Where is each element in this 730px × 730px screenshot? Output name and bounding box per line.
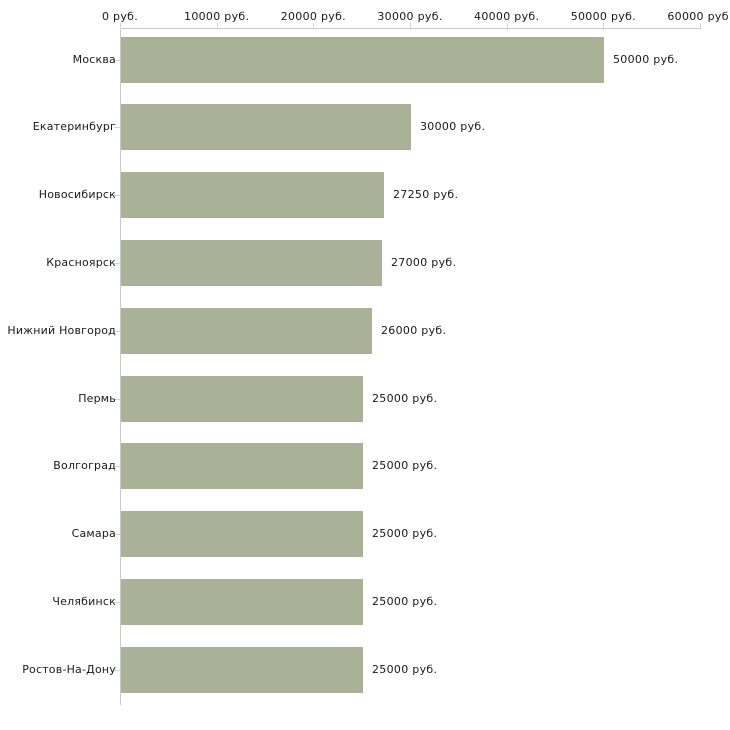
y-axis-tick-mark <box>114 670 120 671</box>
x-axis-tick-mark <box>217 23 218 30</box>
bar-2 <box>121 172 384 218</box>
x-axis-tick-label: 50000 руб. <box>570 10 636 23</box>
value-label: 25000 руб. <box>372 595 438 608</box>
x-axis-tick-mark <box>603 23 604 30</box>
value-label: 25000 руб. <box>372 663 438 676</box>
x-axis-tick-label: 60000 руб. <box>667 10 730 23</box>
value-label: 25000 руб. <box>372 527 438 540</box>
bar-5 <box>121 376 363 422</box>
category-label: Пермь <box>78 392 116 405</box>
value-label: 26000 руб. <box>381 324 447 337</box>
x-axis-tick-mark <box>410 23 411 30</box>
category-label: Челябинск <box>52 595 116 608</box>
category-label: Красноярск <box>46 256 116 269</box>
y-axis-tick-mark <box>114 466 120 467</box>
value-label: 27250 руб. <box>393 188 459 201</box>
category-label: Екатеринбург <box>32 120 116 133</box>
x-axis-tick-label: 20000 руб. <box>280 10 346 23</box>
y-axis-tick-mark <box>114 399 120 400</box>
y-axis-tick-mark <box>114 331 120 332</box>
bar-9 <box>121 647 363 693</box>
x-axis-tick-label: 40000 руб. <box>474 10 540 23</box>
y-axis-tick-mark <box>114 602 120 603</box>
bar-7 <box>121 511 363 557</box>
value-label: 25000 руб. <box>372 392 438 405</box>
bar-8 <box>121 579 363 625</box>
category-label: Волгоград <box>53 459 116 472</box>
y-axis-line <box>120 28 121 705</box>
x-axis-tick-label: 0 руб. <box>101 10 139 23</box>
value-label: 30000 руб. <box>420 120 486 133</box>
bar-0 <box>121 37 604 83</box>
y-axis-tick-mark <box>114 195 120 196</box>
bar-1 <box>121 104 411 150</box>
x-axis-tick-mark <box>120 23 121 30</box>
x-axis-tick-label: 10000 руб. <box>184 10 250 23</box>
bar-6 <box>121 443 363 489</box>
bar-3 <box>121 240 382 286</box>
value-label: 25000 руб. <box>372 459 438 472</box>
category-label: Москва <box>72 53 116 66</box>
y-axis-tick-mark <box>114 534 120 535</box>
value-label: 50000 руб. <box>613 53 679 66</box>
x-axis-tick-mark <box>700 23 701 30</box>
x-axis-tick-label: 30000 руб. <box>377 10 443 23</box>
y-axis-tick-mark <box>114 263 120 264</box>
y-axis-tick-mark <box>114 60 120 61</box>
category-label: Нижний Новгород <box>7 324 116 337</box>
y-axis-tick-mark <box>114 127 120 128</box>
x-axis-tick-mark <box>313 23 314 30</box>
bar-4 <box>121 308 372 354</box>
category-label: Самара <box>71 527 116 540</box>
x-axis-tick-mark <box>507 23 508 30</box>
category-label: Новосибирск <box>38 188 116 201</box>
value-label: 27000 руб. <box>391 256 457 269</box>
category-label: Ростов-На-Дону <box>22 663 116 676</box>
